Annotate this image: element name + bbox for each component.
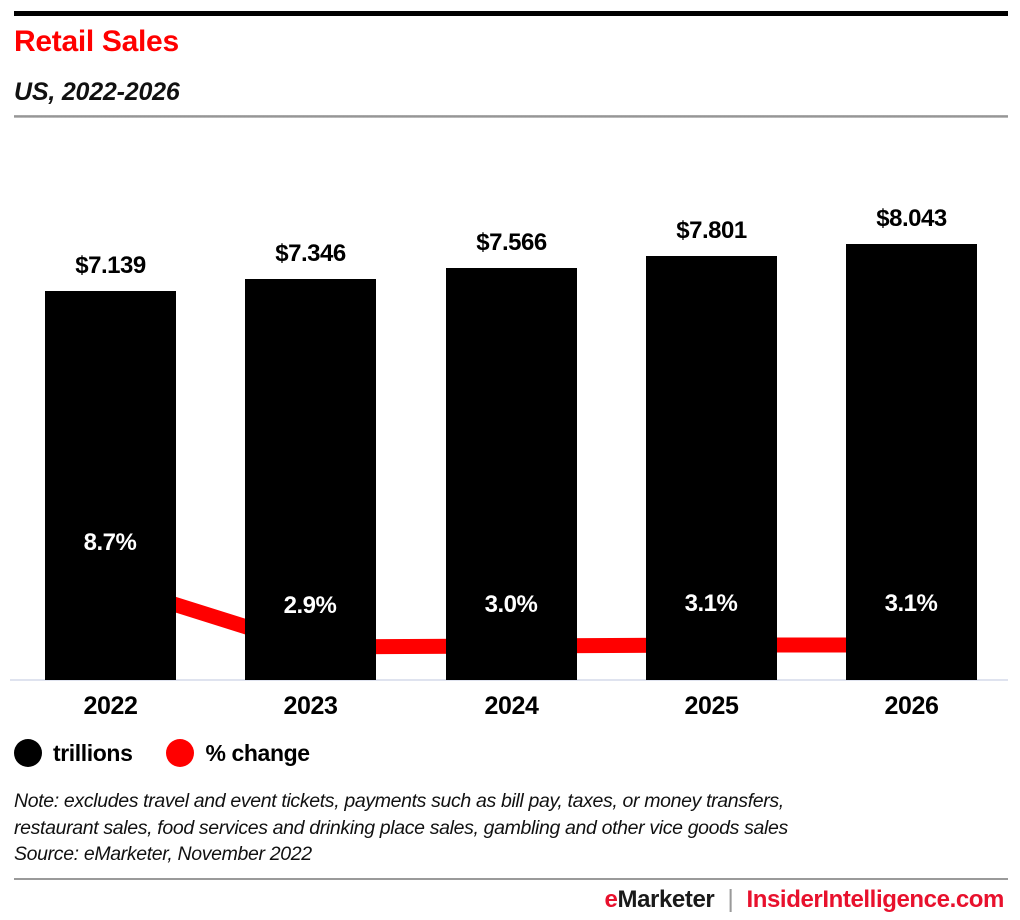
- pct-change-marker-2025: [697, 631, 725, 659]
- bar-2023: [245, 279, 376, 680]
- brand-separator: |: [727, 885, 734, 913]
- x-axis-label-2026: 2026: [884, 692, 939, 720]
- bar-2025: [646, 256, 777, 680]
- legend-label: % change: [205, 739, 310, 766]
- x-axis-label-2025: 2025: [684, 692, 739, 720]
- top-rule: [14, 11, 1008, 16]
- legend-trillions: trillions: [14, 739, 133, 767]
- chart-legend: trillions % change: [14, 739, 310, 767]
- bar-2024: [446, 268, 577, 680]
- brand-emarketer-e: e: [604, 885, 618, 913]
- legend-label: trillions: [53, 739, 133, 766]
- bar-value-label-2023: $7.346: [275, 240, 346, 267]
- pct-change-label-2022: 8.7%: [83, 529, 137, 556]
- x-axis-label-2024: 2024: [484, 692, 539, 720]
- pct-change-label-2023: 2.9%: [283, 592, 337, 619]
- note-line-2: restaurant sales, food services and drin…: [14, 816, 788, 839]
- pct-change-label-2024: 3.0%: [484, 591, 538, 618]
- x-axis-line: [10, 679, 1008, 681]
- footer-divider: [14, 878, 1008, 880]
- pct-change-label-2026: 3.1%: [884, 590, 938, 617]
- x-axis-label-2023: 2023: [283, 692, 338, 720]
- brand-emarketer: eMarketer: [605, 886, 715, 914]
- bar-value-label-2024: $7.566: [476, 229, 547, 256]
- page-title: Retail Sales: [14, 25, 179, 58]
- header-divider: [14, 115, 1008, 118]
- brand-bar: eMarketer | InsiderIntelligence.com: [605, 885, 1005, 914]
- note-line-1: Note: excludes travel and event tickets,…: [14, 790, 784, 812]
- brand-insider-intelligence[interactable]: InsiderIntelligence.com: [746, 885, 1004, 913]
- pct-change-label-2025: 3.1%: [684, 590, 738, 617]
- pct-change-marker-2026: [897, 631, 925, 659]
- legend-dot-icon: [166, 739, 195, 767]
- bar-2022: [45, 291, 176, 680]
- note-line-3: Source: eMarketer, November 2022: [14, 843, 312, 865]
- bar-value-label-2026: $8.043: [876, 205, 947, 232]
- legend-dot-icon: [14, 739, 42, 767]
- page-subtitle: US, 2022-2026: [14, 78, 180, 106]
- pct-change-marker-2022: [96, 570, 124, 598]
- brand-emarketer-rest: Marketer: [617, 885, 715, 913]
- x-axis-label-2022: 2022: [83, 692, 138, 720]
- pct-change-line: [107, 576, 911, 655]
- legend-pct-change: % change: [166, 739, 310, 767]
- bar-value-label-2022: $7.139: [75, 252, 146, 279]
- bar-value-label-2025: $7.801: [676, 217, 747, 244]
- bar-2026: [846, 244, 977, 680]
- pct-change-marker-2023: [296, 633, 324, 661]
- chart-notes: Note: excludes travel and event tickets,…: [14, 788, 1004, 868]
- pct-change-marker-2024: [497, 632, 525, 660]
